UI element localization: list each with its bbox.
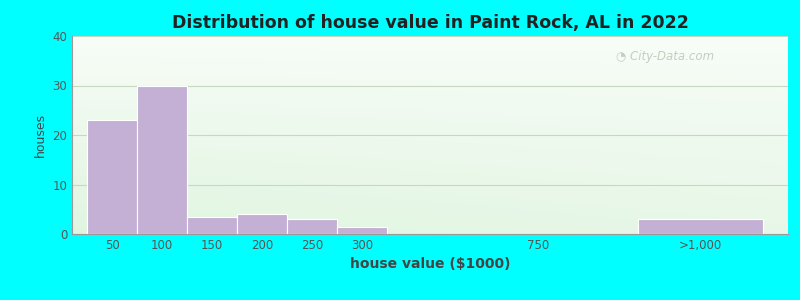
- Title: Distribution of house value in Paint Rock, AL in 2022: Distribution of house value in Paint Roc…: [171, 14, 689, 32]
- Bar: [238, 214, 287, 234]
- Bar: [287, 219, 338, 234]
- Y-axis label: houses: houses: [34, 113, 46, 157]
- X-axis label: house value ($1000): house value ($1000): [350, 257, 510, 272]
- Bar: [638, 219, 763, 234]
- Text: ◔ City-Data.com: ◔ City-Data.com: [616, 50, 714, 63]
- Bar: [137, 85, 187, 234]
- Bar: [338, 226, 387, 234]
- Bar: [187, 217, 238, 234]
- Bar: [87, 120, 137, 234]
